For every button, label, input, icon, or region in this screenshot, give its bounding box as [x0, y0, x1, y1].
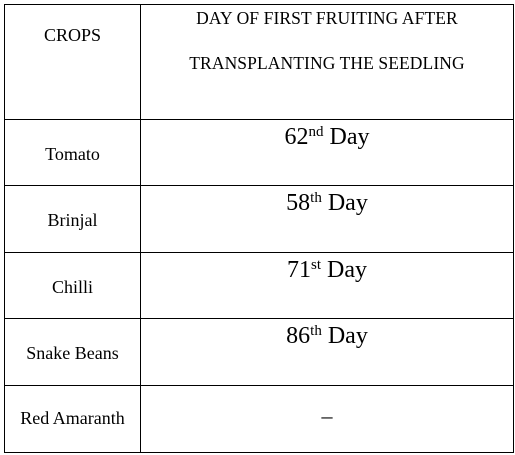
header-day-line1: DAY OF FIRST FRUITING AFTER [196, 8, 458, 28]
crop-name: Brinjal [4, 185, 141, 253]
day-suffix: nd [308, 123, 324, 140]
day-suffix: st [311, 256, 322, 273]
day-number: 58 [286, 190, 311, 217]
crop-name: Snake Beans [4, 318, 141, 386]
day-suffix: th [310, 190, 322, 207]
crop-fruiting-table: CROPS DAY OF FIRST FRUITING AFTER TRANSP… [4, 4, 514, 454]
table-row: Tomato 62nd Day [4, 118, 514, 187]
day-suffix: th [310, 323, 322, 340]
day-word: Day [327, 323, 368, 350]
day-word: Day [329, 123, 370, 150]
day-number: 62 [284, 123, 309, 150]
header-day-line2: TRANSPLANTING THE SEEDLING [189, 53, 465, 73]
table-row: Chilli 71st Day [4, 251, 514, 320]
header-crops: CROPS [4, 4, 141, 120]
day-number: 71 [287, 256, 311, 283]
fruiting-day: 58th Day [140, 185, 514, 253]
fruiting-day: 62nd Day [140, 118, 514, 187]
table-row: Snake Beans 86th Day [4, 318, 514, 386]
fruiting-day-none: – [140, 384, 514, 454]
day-word: Day [327, 256, 367, 283]
table-row: Brinjal 58th Day [4, 185, 514, 253]
day-number: 86 [286, 323, 311, 350]
crop-name: Chilli [4, 251, 141, 320]
day-word: Day [327, 190, 368, 217]
fruiting-day: 86th Day [140, 318, 514, 386]
header-row: CROPS DAY OF FIRST FRUITING AFTER TRANSP… [4, 4, 514, 120]
crop-name: Red Amaranth [4, 384, 141, 454]
fruiting-day: 71st Day [140, 251, 514, 320]
header-day-of-first-fruiting: DAY OF FIRST FRUITING AFTER TRANSPLANTIN… [140, 4, 514, 120]
crop-name: Tomato [4, 118, 141, 187]
table-row: Red Amaranth – [4, 384, 514, 454]
